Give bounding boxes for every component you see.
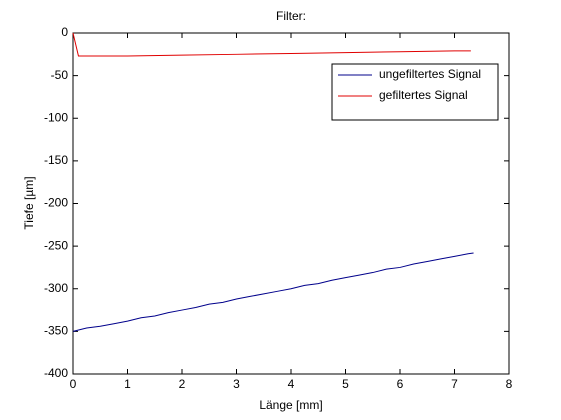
y-tick-label: -50 bbox=[51, 68, 69, 82]
y-tick-label: -100 bbox=[44, 110, 68, 124]
y-tick-label: -400 bbox=[44, 366, 68, 380]
x-tick-label: 4 bbox=[288, 377, 295, 391]
x-tick-label: 5 bbox=[342, 377, 349, 391]
x-tick-label: 2 bbox=[179, 377, 186, 391]
y-tick-label: -150 bbox=[44, 153, 68, 167]
y-tick-label: -250 bbox=[44, 238, 68, 252]
x-tick-label: 0 bbox=[70, 377, 77, 391]
y-tick-label: -200 bbox=[44, 196, 68, 210]
legend-label: ungefiltertes Signal bbox=[379, 67, 481, 81]
x-tick-label: 8 bbox=[506, 377, 513, 391]
x-tick-label: 7 bbox=[451, 377, 458, 391]
x-axis-label: Länge [mm] bbox=[259, 398, 322, 412]
chart-title: Filter: bbox=[276, 9, 306, 23]
series-line bbox=[72, 252, 474, 332]
legend-label: gefiltertes Signal bbox=[379, 88, 468, 102]
y-axis-label: Tiefe [µm] bbox=[22, 176, 36, 229]
x-tick-label: 3 bbox=[233, 377, 240, 391]
x-tick-label: 6 bbox=[397, 377, 404, 391]
series-line bbox=[72, 32, 471, 57]
y-tick-label: 0 bbox=[61, 25, 68, 39]
y-tick-label: -300 bbox=[44, 281, 68, 295]
legend-box bbox=[331, 63, 499, 121]
x-tick-label: 1 bbox=[124, 377, 131, 391]
y-tick-label: -350 bbox=[44, 324, 68, 338]
